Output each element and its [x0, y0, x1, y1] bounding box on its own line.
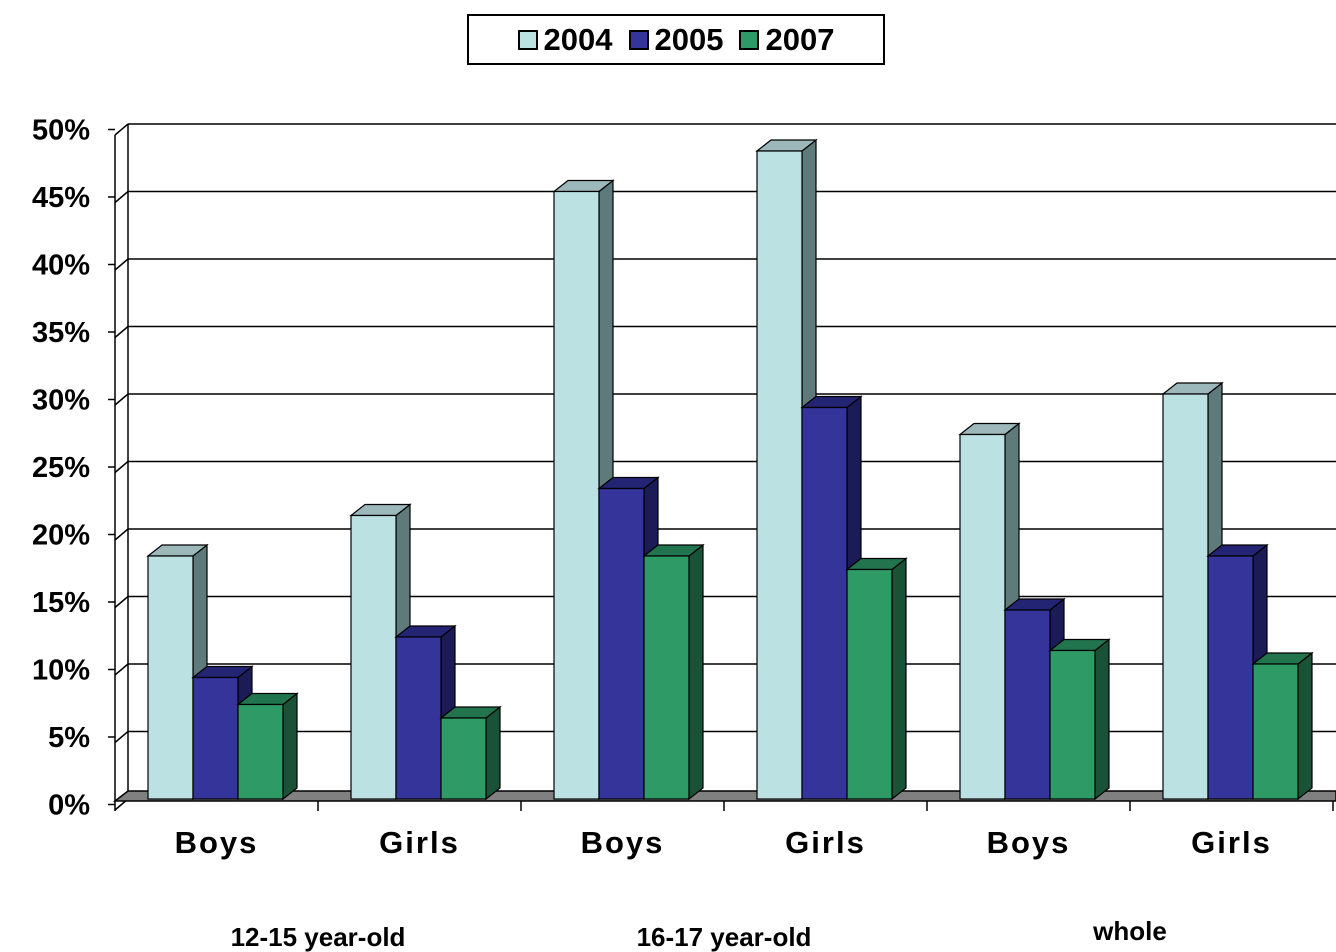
gridline-depth	[114, 325, 129, 339]
legend-label-2007: 2007	[765, 21, 835, 57]
bar-2004-0	[146, 543, 209, 801]
x-category-label: Boys	[175, 825, 259, 860]
legend-swatch-2004	[517, 29, 538, 50]
legend: 2004 2005 2007	[467, 14, 885, 65]
bar-2005-3	[800, 395, 863, 801]
gridline-depth	[114, 595, 129, 609]
y-tick-label: 30%	[32, 385, 90, 417]
bar-front	[237, 703, 284, 800]
legend-item-2005: 2005	[628, 21, 724, 58]
bar-front	[1162, 393, 1209, 800]
bar-front	[643, 555, 690, 800]
x-category-label: Boys	[581, 825, 665, 860]
y-tick-label: 35%	[32, 317, 90, 349]
bar-front	[440, 717, 487, 800]
bar-layer	[146, 138, 1314, 801]
bar-front	[1004, 609, 1051, 800]
legend-swatch-2005	[628, 29, 649, 50]
gridline-depth	[114, 190, 129, 204]
legend-label-2005: 2005	[654, 21, 724, 57]
y-tick-label: 10%	[32, 655, 90, 687]
bar-side	[688, 543, 704, 801]
x-category-label: Boys	[987, 825, 1071, 860]
bar-front	[1049, 649, 1096, 800]
bar-front	[598, 487, 645, 800]
legend-item-2004: 2004	[517, 21, 613, 58]
gridline-depth	[114, 730, 129, 744]
x-group-label: 12-15 year-old	[231, 922, 406, 952]
bar-2007-3	[845, 557, 908, 801]
bar-side	[485, 705, 501, 801]
bar-side	[1297, 651, 1313, 801]
bar-2004-2	[552, 179, 615, 801]
y-tick-label: 20%	[32, 520, 90, 552]
gridline-depth	[114, 663, 129, 676]
y-tick-label: 50%	[32, 115, 90, 147]
grid-layer	[114, 123, 1336, 811]
bar-front	[1207, 555, 1254, 800]
legend-swatch-2007	[739, 29, 760, 50]
bar-2007-4	[1048, 638, 1111, 801]
bar-2007-1	[439, 705, 502, 801]
y-tick-label: 45%	[32, 182, 90, 214]
x-category-label: Girls	[379, 825, 460, 860]
x-group-label: 16-17 year-old	[637, 922, 812, 952]
bar-front	[1252, 663, 1299, 800]
bar-front	[192, 676, 239, 800]
y-tick-label: 40%	[32, 250, 90, 282]
bar-front	[395, 636, 442, 800]
floor	[112, 790, 1336, 802]
bar-side	[1094, 638, 1110, 801]
bar-2007-5	[1251, 651, 1314, 801]
bar-front	[959, 433, 1006, 800]
y-tick-label: 25%	[32, 452, 90, 484]
y-tick-label: 15%	[32, 587, 90, 619]
gridline-depth	[114, 460, 129, 474]
bar-front	[756, 150, 803, 800]
bar-2007-2	[642, 543, 705, 801]
label-layer: 0% 5% 10% 15% 20% 25% 30% 35% 40% 45% 50% Boys Girls…	[32, 115, 1272, 952]
bar-front	[846, 568, 893, 800]
x-category-label: Girls	[785, 825, 866, 860]
x-group-label: whole	[1092, 916, 1167, 946]
gridline-depth	[114, 393, 129, 406]
legend-item-2007: 2007	[739, 22, 834, 58]
bar-front	[801, 406, 848, 800]
bar-side	[282, 692, 298, 801]
gridline-depth	[114, 528, 129, 541]
bar-front	[147, 555, 194, 800]
bar-front	[553, 190, 600, 800]
bar-side	[891, 557, 907, 801]
bar-front	[350, 514, 397, 800]
gridline-depth	[114, 258, 129, 271]
gridline-depth	[114, 123, 129, 136]
y-tick-label: 5%	[48, 722, 90, 754]
legend-label-2004: 2004	[543, 21, 613, 57]
bar-2005-1	[394, 624, 457, 801]
bar-2007-0	[236, 692, 299, 801]
y-tick-label: 0%	[48, 790, 90, 822]
x-category-label: Girls	[1191, 825, 1272, 860]
